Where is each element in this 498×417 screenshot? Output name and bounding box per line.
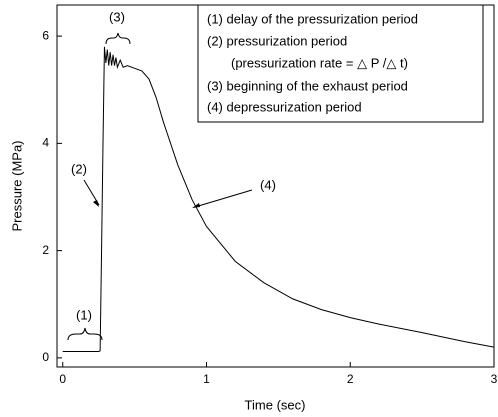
annotation: (3) — [109, 9, 125, 24]
arrowhead — [93, 200, 99, 207]
y-tick-label: 6 — [42, 28, 49, 42]
y-tick-label: 2 — [42, 243, 49, 257]
data-line — [62, 46, 495, 352]
annotation: (1) — [76, 307, 92, 322]
y-tick-label: 0 — [42, 350, 49, 364]
x-tick-label: 2 — [347, 372, 354, 386]
note: (3) beginning of the exhaust period — [207, 78, 408, 93]
annotation: (4) — [260, 177, 276, 192]
y-tick-label: 4 — [42, 136, 49, 150]
x-tick-label: 0 — [59, 372, 66, 386]
y-axis-label: Pressure (MPa) — [9, 140, 24, 231]
brace — [67, 327, 103, 341]
x-tick-label: 1 — [203, 372, 210, 386]
note: (4) depressurization period — [207, 99, 362, 114]
note: (pressurization rate = △ P /△ t) — [231, 55, 408, 70]
x-tick-label: 3 — [491, 372, 498, 386]
annotation: (2) — [71, 161, 87, 176]
arrowhead — [192, 203, 200, 208]
notes-box — [197, 4, 484, 123]
brace — [105, 32, 131, 45]
arrow — [194, 189, 253, 208]
note: (2) pressurization period — [207, 33, 347, 48]
note: (1) delay of the pressurization period — [207, 11, 418, 26]
x-axis-label: Time (sec) — [245, 397, 306, 412]
